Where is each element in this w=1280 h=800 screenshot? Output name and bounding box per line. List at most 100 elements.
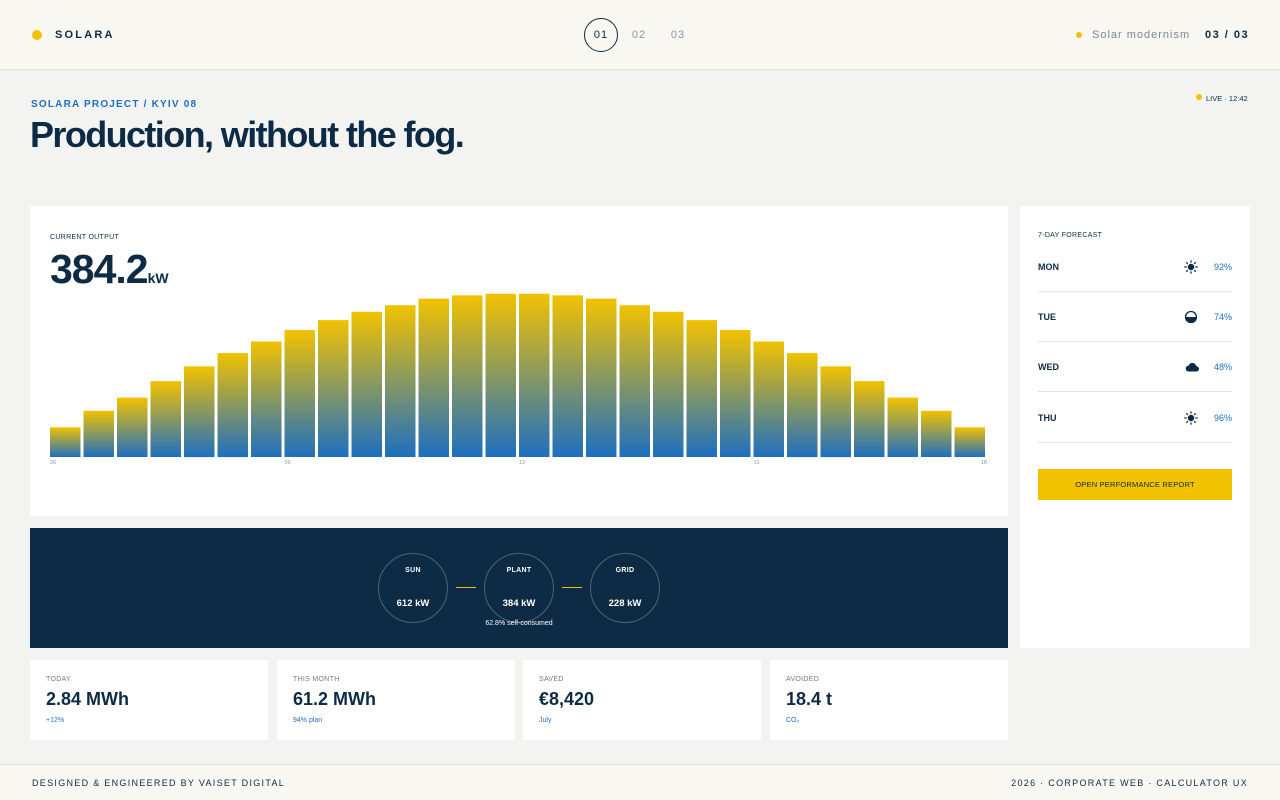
stat-card-saved: SAVED €8,420 July — [523, 660, 761, 740]
cloud-icon — [1185, 362, 1200, 372]
stat-label: THIS MONTH — [293, 676, 340, 683]
chart-bar — [418, 298, 449, 457]
forecast-row-mon: MON 92% — [1038, 242, 1232, 292]
live-status: LIVE · 12:42 — [1206, 94, 1248, 103]
forecast-percent: 96% — [1213, 413, 1232, 423]
brand-logo-dot — [32, 30, 42, 40]
partly-cloudy-icon — [1184, 310, 1198, 324]
output-number: 384.2 — [50, 246, 149, 292]
forecast-day: MON — [1038, 262, 1059, 272]
step-02[interactable]: 02 — [631, 29, 647, 41]
forecast-row-tue: TUE 74% — [1038, 292, 1232, 342]
flow-node-value: 384 kW — [502, 598, 536, 609]
sun-icon — [1184, 411, 1198, 425]
forecast-day: TUE — [1038, 312, 1056, 322]
forecast-row-thu: THU 96% — [1038, 393, 1232, 443]
top-bar: SOLARA 01 02 03 Solar modernism 03 / 03 — [0, 0, 1280, 70]
chart-bar — [50, 427, 81, 457]
sun-icon — [1184, 260, 1198, 274]
brand-name[interactable]: SOLARA — [55, 29, 115, 41]
flow-connector — [456, 587, 476, 588]
chart-bar — [954, 427, 985, 457]
chart-bar — [887, 397, 918, 457]
stat-label: SAVED — [539, 676, 564, 683]
forecast-card: 7-DAY FORECAST MON 92% TUE 74% WED 48% — [1020, 206, 1250, 648]
chart-bar — [83, 410, 114, 457]
output-value: 384.2kW — [50, 246, 169, 293]
chart-bar — [251, 341, 282, 457]
chart-bar — [854, 381, 885, 457]
chart-bar — [787, 353, 818, 458]
forecast-percent: 92% — [1213, 262, 1232, 272]
page-indicator: 03 / 03 — [1205, 29, 1250, 41]
stat-card-avoided: AVOIDED 18.4 t CO₂ — [770, 660, 1008, 740]
output-bar-chart: 06 09 12 15 18 — [50, 293, 987, 466]
chart-bar — [820, 366, 851, 458]
step-03[interactable]: 03 — [670, 29, 686, 41]
page-title: Production, without the fog. — [30, 114, 465, 155]
x-tick-label: 12 — [519, 460, 525, 466]
flow-node-grid: GRID 228 kW — [590, 553, 660, 623]
chart-bar — [921, 410, 952, 457]
forecast-percent: 48% — [1213, 362, 1232, 372]
output-chart-card: CURRENT OUTPUT 384.2kW 06 09 12 15 18 — [30, 206, 1008, 516]
open-performance-report-button[interactable]: OPEN PERFORMANCE REPORT — [1038, 469, 1232, 500]
flow-node-sun: SUN 612 kW — [378, 553, 448, 623]
stat-card-today: TODAY 2.84 MWh +12% — [30, 660, 268, 740]
chart-bar — [385, 305, 416, 457]
chart-bar — [150, 381, 181, 457]
flow-node-name: SUN — [405, 567, 421, 574]
chart-bar — [519, 293, 550, 457]
chart-bar — [619, 305, 650, 457]
footer-meta: 2026 · CORPORATE WEB · CALCULATOR UX — [1011, 778, 1248, 788]
flow-node-name: PLANT — [506, 567, 532, 574]
chart-bar — [686, 320, 717, 457]
footer: DESIGNED & ENGINEERED BY VAISET DIGITAL … — [0, 764, 1280, 800]
step-01[interactable]: 01 — [584, 18, 618, 52]
chart-bar — [318, 320, 349, 457]
flow-node-name: GRID — [615, 567, 635, 574]
stat-value: 2.84 MWh — [46, 689, 130, 709]
stat-card-month: THIS MONTH 61.2 MWh 94% plan — [277, 660, 515, 740]
chart-bar — [351, 311, 382, 457]
x-tick-label: 09 — [285, 460, 291, 466]
forecast-day: THU — [1038, 413, 1057, 423]
forecast-percent: 74% — [1213, 312, 1232, 322]
flow-node-plant: PLANT 384 kW — [484, 553, 554, 623]
chart-bar — [184, 366, 215, 458]
stat-label: AVOIDED — [786, 676, 820, 683]
tagline: Solar modernism — [1092, 29, 1191, 41]
x-tick-label: 18 — [981, 460, 987, 466]
forecast-title: 7-DAY FORECAST — [1038, 232, 1103, 239]
chart-bar — [117, 397, 148, 457]
stat-label: TODAY — [46, 676, 71, 683]
self-consumed-note: 62.8% self-consumed — [485, 620, 553, 627]
tagline-dot — [1076, 32, 1082, 38]
chart-bar — [586, 298, 617, 457]
flow-connector — [562, 587, 582, 588]
stat-value: €8,420 — [539, 689, 595, 709]
chart-bar — [485, 293, 516, 457]
x-tick-label: 06 — [50, 460, 56, 466]
forecast-day: WED — [1038, 362, 1059, 372]
stat-sub: CO₂ — [786, 717, 800, 724]
output-unit: kW — [147, 270, 169, 286]
chart-bar — [284, 330, 315, 457]
chart-bar — [452, 295, 483, 457]
footer-credit[interactable]: DESIGNED & ENGINEERED BY VAISET DIGITAL — [32, 778, 286, 788]
flow-node-value: 228 kW — [608, 598, 642, 609]
stat-value: 61.2 MWh — [293, 689, 377, 709]
chart-bar — [653, 311, 684, 457]
chart-bar — [552, 295, 583, 457]
stat-sub: July — [539, 717, 552, 724]
chart-bar — [217, 353, 248, 458]
project-eyebrow: SOLARA PROJECT / KYIV 08 — [31, 99, 198, 110]
stat-sub: 94% plan — [293, 717, 323, 724]
output-label: CURRENT OUTPUT — [50, 234, 120, 241]
forecast-row-wed: WED 48% — [1038, 342, 1232, 392]
stat-sub: +12% — [46, 717, 65, 724]
energy-flow-band: SUN 612 kW PLANT 384 kW GRID 228 kW 62.8… — [30, 528, 1008, 648]
stat-value: 18.4 t — [786, 689, 833, 709]
chart-bar — [753, 341, 784, 457]
live-status-dot — [1196, 94, 1202, 100]
